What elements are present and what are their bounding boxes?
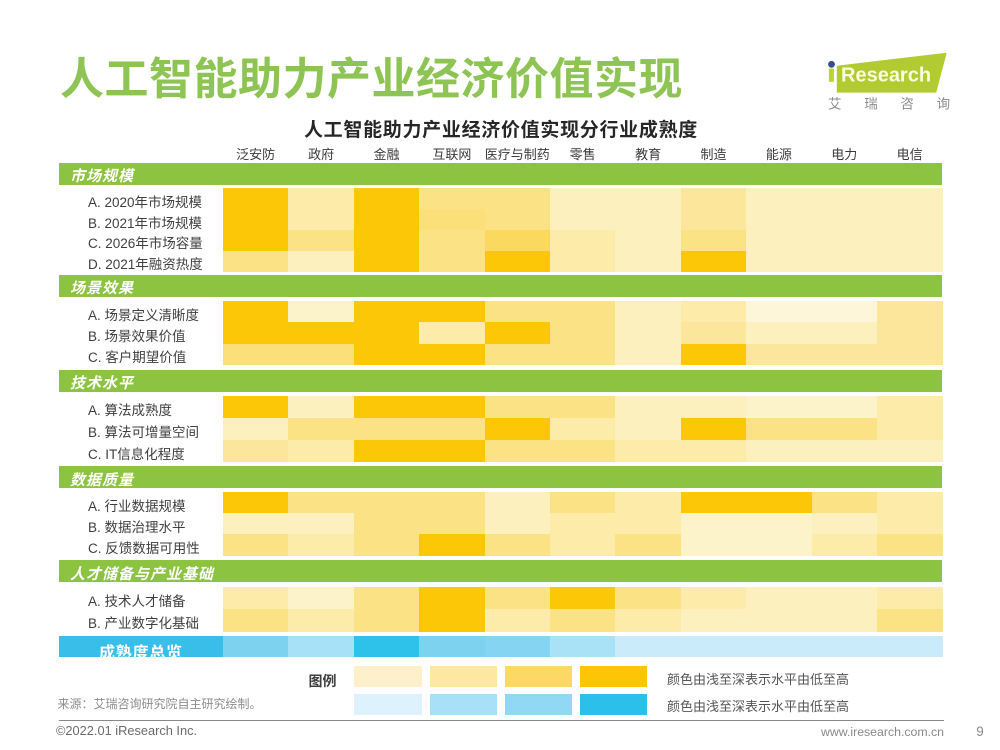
svg-text:艾瑞咨询: 艾瑞咨询: [828, 97, 963, 112]
svg-text:Research: Research: [841, 64, 931, 86]
